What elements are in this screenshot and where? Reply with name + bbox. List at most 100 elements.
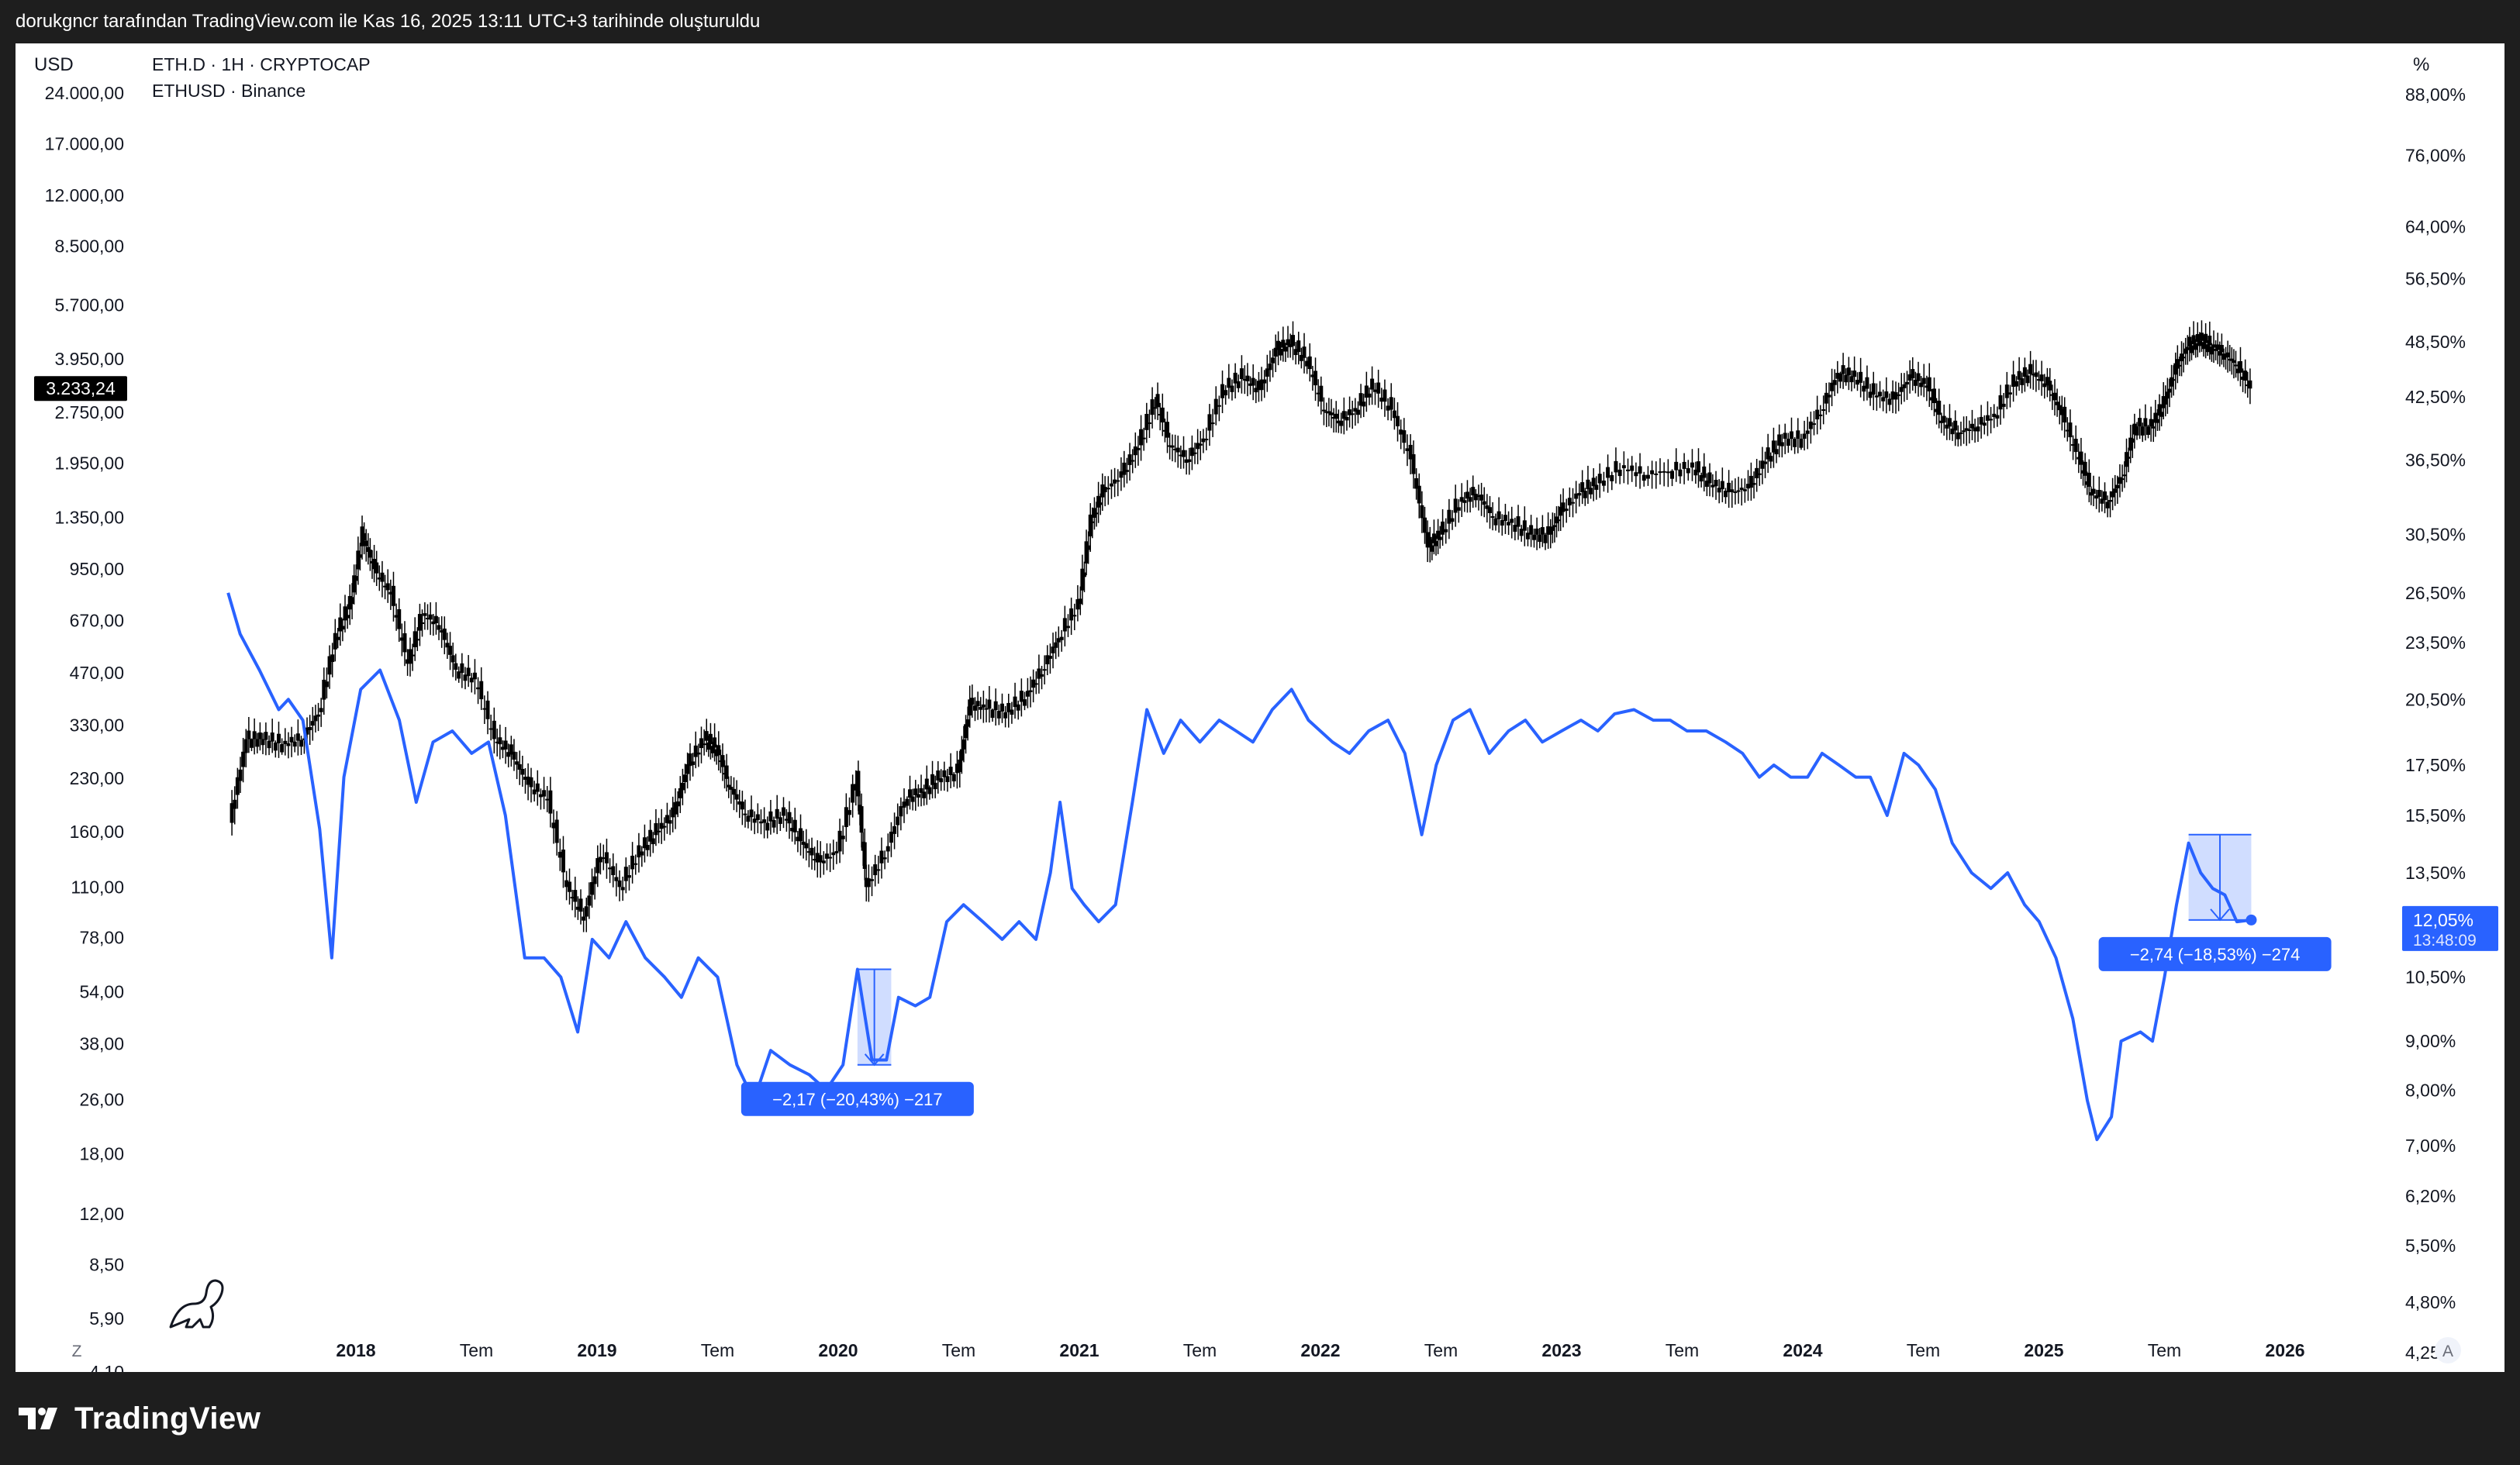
ethusd-candle bbox=[319, 708, 323, 712]
ethusd-candle bbox=[2163, 398, 2168, 405]
ethusd-candle bbox=[1336, 420, 1341, 424]
ethusd-candle bbox=[310, 721, 315, 726]
ethusd-candle bbox=[1453, 498, 1458, 513]
ethusd-candle bbox=[841, 836, 845, 839]
ethusd-candle bbox=[919, 788, 923, 793]
ethusd-candle bbox=[642, 837, 647, 849]
time-zoom-button[interactable]: Z bbox=[72, 1343, 82, 1360]
ethusd-candle bbox=[1254, 388, 1258, 393]
legend-ethusd[interactable]: ETHUSD · Binance bbox=[152, 81, 306, 101]
ethusd-candle bbox=[604, 852, 609, 863]
ethusd-candle bbox=[2087, 472, 2091, 487]
ethusd-candle bbox=[2243, 371, 2248, 381]
measure-label-box[interactable] bbox=[740, 1081, 974, 1116]
ethusd-candle bbox=[2183, 348, 2188, 354]
ethusd-candle bbox=[731, 788, 736, 795]
ethusd-candle bbox=[1179, 454, 1183, 457]
right-axis-unit-label[interactable]: % bbox=[2413, 54, 2430, 75]
ethusd-candle bbox=[551, 822, 556, 829]
ethusd-candle bbox=[959, 749, 964, 761]
ethusd-candle bbox=[1594, 484, 1599, 490]
ethusd-candle bbox=[2238, 360, 2242, 373]
ethusd-candle bbox=[558, 851, 562, 858]
ethusd-candle bbox=[264, 732, 268, 740]
ethusd-candle bbox=[1911, 369, 1915, 379]
ethusd-candle bbox=[1425, 532, 1430, 548]
ethusd-candle bbox=[1556, 519, 1561, 522]
ethusd-candle bbox=[1037, 668, 1041, 679]
ethusd-candle bbox=[2167, 388, 2172, 393]
ethusd-candle bbox=[343, 606, 347, 621]
left-axis-tick-label: 3.950,00 bbox=[54, 349, 124, 369]
right-axis-tick-label: 88,00% bbox=[2405, 84, 2466, 105]
ethusd-candle bbox=[1173, 448, 1178, 450]
ethusd-candle bbox=[2153, 412, 2158, 423]
ethusd-candle bbox=[1119, 471, 1124, 478]
ethusd-candle bbox=[2195, 334, 2200, 343]
ethusd-candle bbox=[1742, 489, 1747, 491]
ethusd-candle bbox=[889, 831, 893, 843]
right-axis-tick-label: 7,00% bbox=[2405, 1136, 2456, 1156]
ethusd-candle bbox=[1370, 378, 1375, 390]
ethusd-candle bbox=[2020, 378, 2025, 385]
ethusd-candle bbox=[2048, 381, 2052, 391]
ethusd-candle bbox=[1561, 502, 1566, 512]
ethusd-candle bbox=[1170, 445, 1175, 448]
ethusd-candle bbox=[2157, 404, 2162, 416]
ethusd-candle bbox=[2215, 344, 2220, 350]
left-axis-unit-label[interactable]: USD bbox=[34, 54, 74, 75]
ethusd-candle bbox=[905, 798, 910, 806]
ethusd-candle bbox=[2130, 438, 2135, 443]
ethusd-candle bbox=[280, 743, 285, 753]
ethusd-candle bbox=[1490, 515, 1495, 518]
ethusd-candle bbox=[2115, 484, 2120, 488]
ethusd-candle bbox=[1531, 534, 1536, 540]
ethusd-candle bbox=[561, 850, 565, 873]
ethusd-candle bbox=[590, 882, 595, 895]
legend-eth-dominance[interactable]: ETH.D · 1H · CRYPTOCAP bbox=[152, 54, 371, 74]
ethusd-candle bbox=[238, 769, 243, 781]
ethusd-candle bbox=[1682, 461, 1686, 469]
ethusd-candle bbox=[737, 801, 742, 805]
ethusd-candle bbox=[308, 726, 312, 730]
ethusd-candle bbox=[1447, 509, 1452, 524]
measure-label-box[interactable] bbox=[2098, 936, 2332, 971]
ethusd-candle bbox=[1844, 374, 1849, 383]
auto-scale-button[interactable]: A bbox=[2442, 1343, 2453, 1360]
ethusd-candle bbox=[1995, 415, 2000, 419]
ethusd-candle bbox=[1630, 465, 1635, 471]
ethusd-candle bbox=[916, 794, 920, 798]
ethusd-candle bbox=[1897, 394, 1901, 396]
ethusd-candle bbox=[630, 855, 635, 870]
ethusd-candle bbox=[1459, 497, 1464, 502]
ethusd-candle bbox=[1364, 385, 1369, 398]
ethusd-candle bbox=[460, 663, 464, 674]
price-chart[interactable]: 24.000,00 17.000,00 12.000,00 8.500,00 5.700… bbox=[16, 43, 2504, 1372]
ethusd-candle bbox=[1162, 429, 1167, 432]
ethusd-candle bbox=[1559, 506, 1563, 516]
ethusd-candle bbox=[1601, 480, 1606, 486]
auto-scale-button-bg[interactable] bbox=[2435, 1337, 2461, 1363]
ethusd-candle bbox=[810, 847, 814, 856]
ethusd-candle bbox=[2194, 343, 2198, 350]
ethusd-candle bbox=[818, 855, 823, 863]
ethusd-candle bbox=[2224, 355, 2228, 358]
ethusd-candle bbox=[1034, 683, 1038, 685]
ethusd-candle bbox=[1780, 442, 1784, 446]
ethusd-candle bbox=[1757, 473, 1762, 475]
ethusd-candle bbox=[645, 845, 650, 850]
ethusd-candle bbox=[350, 597, 354, 605]
ethusd-candle bbox=[2125, 452, 2129, 467]
ethusd-candle bbox=[408, 649, 413, 664]
ethusd-candle bbox=[1396, 415, 1400, 426]
ethusd-candle bbox=[1942, 415, 1946, 423]
ethusd-candle bbox=[2063, 406, 2067, 423]
ethusd-candle bbox=[542, 790, 547, 797]
ethusd-candle bbox=[879, 850, 884, 863]
measure-arrow-head-icon bbox=[2210, 908, 2230, 922]
ethusd-candle bbox=[1051, 646, 1055, 653]
ethusd-candle bbox=[370, 560, 375, 564]
ethusd-candle bbox=[1516, 516, 1521, 527]
ethusd-candle bbox=[2126, 457, 2131, 459]
ethusd-candle bbox=[485, 700, 490, 719]
